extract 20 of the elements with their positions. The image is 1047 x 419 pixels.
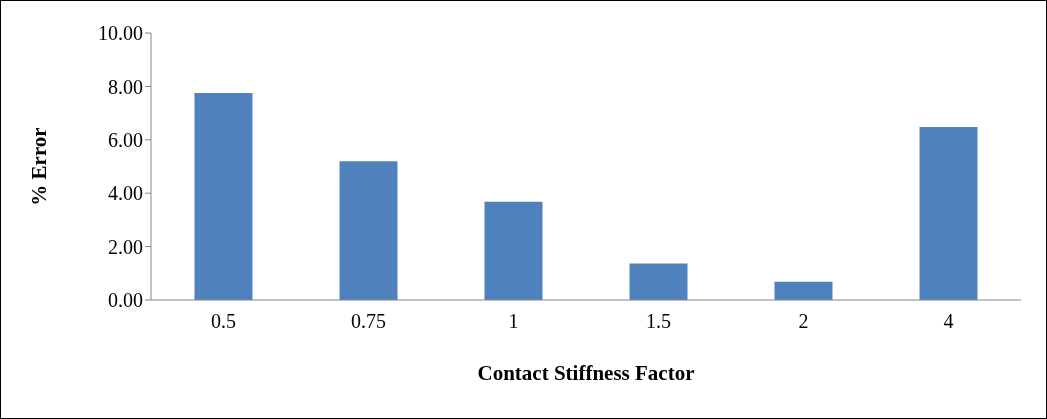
x-tick-label: 1.5 (646, 310, 671, 333)
x-tick-label: 0.75 (351, 310, 386, 333)
y-tick-label: 6.00 (108, 128, 143, 151)
bar (194, 93, 253, 300)
x-tick-label: 2 (798, 310, 809, 333)
bar (774, 281, 833, 300)
bar (629, 263, 688, 300)
x-tick-label: 0.5 (211, 310, 236, 333)
y-tick-label: 8.00 (108, 75, 143, 98)
y-tick-label: 0.00 (108, 289, 143, 312)
bar (339, 161, 398, 300)
x-tick-label: 1 (508, 310, 519, 333)
y-tick-label: 4.00 (108, 182, 143, 205)
y-tick-label: 10.00 (98, 22, 143, 45)
y-tick-label: 2.00 (108, 235, 143, 258)
bar (919, 126, 978, 300)
y-axis-title: % Error (27, 127, 52, 206)
x-axis-title: Contact Stiffness Factor (477, 361, 695, 385)
bar (484, 201, 543, 300)
x-tick-label: 4 (943, 310, 954, 333)
